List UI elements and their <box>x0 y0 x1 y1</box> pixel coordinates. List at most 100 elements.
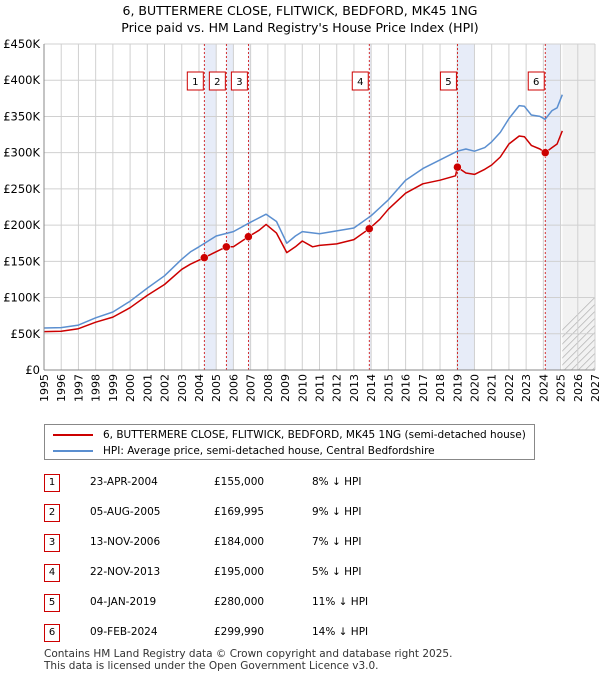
sale-point <box>540 148 550 157</box>
sale-label-box <box>527 71 545 91</box>
sale-label-box <box>351 71 369 91</box>
sale-point <box>365 224 374 233</box>
x-tick-label: 2017 <box>417 374 430 402</box>
x-tick-label: 2005 <box>210 374 223 402</box>
legend-label-price-paid: 6, BUTTERMERE CLOSE, FLITWICK, BEDFORD, … <box>103 429 526 441</box>
sale-point <box>222 242 231 252</box>
x-tick-label: 2011 <box>314 374 327 402</box>
axes-layer: £0 £50K £100K £150K £200K £250K £300K £350K £400… <box>3 37 600 402</box>
sale-labels-layer: 1 2 3 4 5 6 <box>186 71 545 91</box>
y-tick-label: £50K <box>11 327 41 341</box>
row-hpi-diff: 14% ↓ HPI <box>312 626 369 638</box>
table-row: 6 09-FEB-2024 £299,990 14% ↓ HPI <box>44 624 544 644</box>
sale-label-text: 1 <box>192 77 198 88</box>
x-tick-label: 1999 <box>107 374 120 402</box>
forecast-hatch-line <box>562 303 595 338</box>
x-tick-label: 2023 <box>520 374 533 402</box>
y-tick-label: £350K <box>3 109 40 123</box>
x-tick-label: 2009 <box>279 374 292 402</box>
hpi-line <box>43 94 563 329</box>
table-row: 3 13-NOV-2006 £184,000 7% ↓ HPI <box>44 534 544 554</box>
table-row: 5 04-JAN-2019 £280,000 11% ↓ HPI <box>44 594 544 614</box>
row-hpi-diff: 8% ↓ HPI <box>312 476 362 488</box>
row-price: £280,000 <box>214 596 265 608</box>
table-row: 4 22-NOV-2013 £195,000 5% ↓ HPI <box>44 564 544 584</box>
forecast-area <box>562 44 595 370</box>
legend: 6, BUTTERMERE CLOSE, FLITWICK, BEDFORD, … <box>44 424 535 460</box>
row-date: 04-JAN-2019 <box>90 596 157 608</box>
row-date: 22-NOV-2013 <box>90 566 161 578</box>
table-row: 2 05-AUG-2005 £169,995 9% ↓ HPI <box>44 504 544 524</box>
price-chart: 1 2 3 4 5 6 £0 £50K £100K £150K £200K £250K £300K £3… <box>3 37 600 402</box>
x-tick-label: 2019 <box>451 374 464 402</box>
row-hpi-diff: 11% ↓ HPI <box>312 596 369 608</box>
row-date: 09-FEB-2024 <box>90 626 158 638</box>
row-date: 13-NOV-2006 <box>90 536 161 548</box>
footer-copyright: Contains HM Land Registry data © Crown c… <box>44 648 453 660</box>
row-number-badge: 5 <box>44 594 60 612</box>
forecast-hatch-line <box>562 310 595 345</box>
sale-label-text: 5 <box>445 77 451 88</box>
x-tick-label: 2010 <box>296 374 309 402</box>
y-tick-label: £300K <box>3 146 40 160</box>
x-tick-label: 2027 <box>589 374 600 402</box>
legend-label-hpi: HPI: Average price, semi-detached house,… <box>103 445 435 457</box>
x-tick-label: 1998 <box>90 374 103 402</box>
x-tick-label: 2003 <box>176 374 189 402</box>
x-tick-label: 1995 <box>38 374 51 402</box>
row-number-badge: 6 <box>44 624 60 642</box>
sale-label-text: 3 <box>236 77 242 88</box>
row-number-badge: 2 <box>44 504 60 522</box>
price-paid-line <box>43 130 563 333</box>
row-price: £155,000 <box>214 476 265 488</box>
title-line-2: Price paid vs. HM Land Registry's House … <box>121 20 479 35</box>
x-tick-label: 2018 <box>434 374 447 402</box>
x-tick-label: 2024 <box>537 374 550 402</box>
sale-label-text: 6 <box>533 77 539 88</box>
x-tick-label: 2021 <box>486 374 499 402</box>
sale-shade-band <box>545 44 561 370</box>
row-hpi-diff: 7% ↓ HPI <box>312 536 362 548</box>
sale-marker-lines <box>203 44 546 370</box>
x-tick-label: 1997 <box>72 374 85 402</box>
row-number-badge: 4 <box>44 564 60 582</box>
x-tick-label: 2026 <box>572 374 585 402</box>
x-tick-label: 2014 <box>365 374 378 402</box>
sale-label-box <box>439 71 457 91</box>
x-tick-label: 2016 <box>400 374 413 402</box>
x-tick-label: 2006 <box>227 374 240 402</box>
y-tick-label: £0 <box>25 363 40 377</box>
sale-point <box>453 162 462 172</box>
x-tick-label: 2020 <box>468 374 481 402</box>
row-date: 23-APR-2004 <box>90 476 158 488</box>
x-tick-label: 2012 <box>331 374 344 402</box>
y-tick-label: £400K <box>3 73 40 87</box>
sale-shade-band <box>226 44 234 370</box>
y-tick-label: £250K <box>3 182 40 196</box>
title-line-1: 6, BUTTERMERE CLOSE, FLITWICK, BEDFORD, … <box>122 3 478 18</box>
row-number-badge: 3 <box>44 534 60 552</box>
legend-swatch-hpi <box>53 450 93 452</box>
x-tick-label: 2008 <box>262 374 275 402</box>
sale-label-box <box>208 71 226 91</box>
y-tick-label: £200K <box>3 218 40 232</box>
sale-shade-band <box>369 44 372 370</box>
series-layer <box>43 94 563 333</box>
sale-label-box <box>230 71 248 91</box>
row-hpi-diff: 5% ↓ HPI <box>312 566 362 578</box>
table-row: 1 23-APR-2004 £155,000 8% ↓ HPI <box>44 474 544 494</box>
chart-title: 6, BUTTERMERE CLOSE, FLITWICK, BEDFORD, … <box>0 2 600 36</box>
x-tick-label: 2004 <box>193 374 206 402</box>
row-price: £195,000 <box>214 566 265 578</box>
x-tick-label: 2001 <box>141 374 154 402</box>
legend-item-hpi: HPI: Average price, semi-detached house,… <box>53 443 435 459</box>
x-tick-label: 2000 <box>124 374 137 402</box>
legend-swatch-price-paid <box>53 434 93 436</box>
footer: Contains HM Land Registry data © Crown c… <box>44 648 452 672</box>
row-price: £169,995 <box>214 506 265 518</box>
forecast-hatch-layer <box>562 44 595 370</box>
y-tick-label: £100K <box>3 291 40 305</box>
x-tick-label: 2002 <box>159 374 172 402</box>
row-price: £184,000 <box>214 536 265 548</box>
grid-layer <box>43 43 596 371</box>
